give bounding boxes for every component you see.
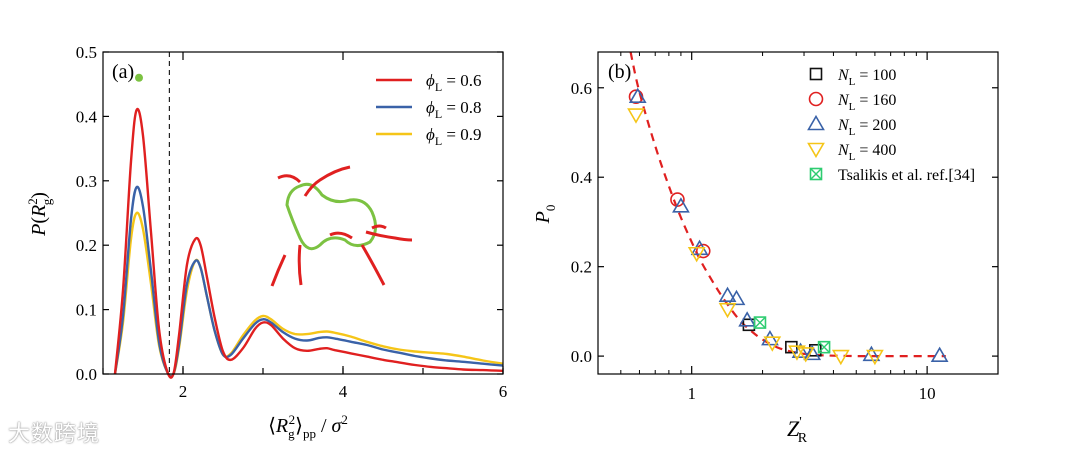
data-point-2-9 [862, 345, 881, 362]
data-point-3-5 [796, 347, 815, 363]
ytick-label-a-0: 0.0 [76, 365, 97, 384]
ytick-label-b-3: 0.6 [571, 79, 592, 98]
panel-b: 0.0 0.2 0.4 0.6 1 10 NL = 100 NL = 160 NL = 200… [532, 51, 999, 446]
panel-a: 0.00.10.20.30.40.52 4 6 ϕL = 0.6ϕL = 0.8ϕL… [25, 43, 507, 441]
legend-b-marker-3 [807, 142, 825, 159]
data-point-3-1 [687, 246, 706, 263]
data-point-3-6 [831, 349, 850, 366]
frame-a [102, 51, 504, 375]
series-layer-b [627, 52, 949, 366]
legend-b-marker-1 [808, 91, 824, 107]
xtick-label-b-0: 1 [687, 384, 696, 403]
data-point-2-1 [672, 197, 690, 213]
x-axis-label-b: Z' R [787, 415, 808, 446]
legend-b-label-2: NL = 200 [837, 117, 896, 138]
ytick-label-b-1: 0.2 [571, 258, 592, 277]
legend-b-marker-0 [809, 67, 823, 81]
data-point-1-2 [695, 243, 711, 259]
data-point-4-1 [817, 340, 831, 354]
data-point-2-7 [791, 342, 810, 358]
panel-label-b: (b) [608, 61, 631, 83]
frame-b [597, 51, 999, 375]
data-point-2-10 [930, 346, 949, 362]
ytick-label-a-1: 0.1 [76, 301, 97, 320]
ytick-label-b-2: 0.4 [571, 168, 593, 187]
ylabel-a-open: ( [28, 217, 50, 224]
xtick-label-a-1: 4 [339, 382, 348, 401]
xlabel-a-sub2: pp [303, 426, 316, 441]
xtick-label-a-2: 6 [499, 382, 508, 401]
xlabel-a-r: R [275, 415, 288, 437]
legend-b-marker-4 [809, 167, 823, 181]
ytick-label-a-3: 0.3 [76, 172, 97, 191]
data-point-3-7 [866, 349, 884, 366]
svg-text:P0: P0 [532, 205, 558, 225]
legend-b-marker-2 [807, 114, 825, 131]
legend-a-label-1: ϕL = 0.8 [426, 98, 482, 121]
xtick-label-b-1: 10 [919, 384, 936, 403]
series-line-0 [113, 107, 504, 379]
legend-b: NL = 100 NL = 160 NL = 200 NL = 400 Tsalikis… [807, 67, 975, 184]
data-point-2-0 [628, 87, 647, 104]
ytick-label-b-0: 0.0 [571, 347, 592, 366]
svg-text:Z'R: Z' R [787, 415, 808, 446]
xlabel-b-sub: R [798, 431, 808, 446]
data-point-3-0 [627, 108, 645, 124]
ytick-label-a-4: 0.4 [76, 107, 98, 126]
svg-text:P(R2g): P(R2g) [25, 192, 54, 237]
ylabel-b-sub: 0 [543, 205, 558, 212]
marker-a [135, 73, 143, 82]
legend-a-label-0: ϕL = 0.6 [426, 71, 482, 94]
data-point-2-4 [727, 289, 746, 306]
ylabel-a-close: ) [28, 192, 50, 199]
xlabel-b-z: Z [787, 416, 800, 441]
xlabel-a-sub: g [288, 426, 295, 441]
axes-b: 0.0 0.2 0.4 0.6 1 10 [571, 51, 999, 403]
xlabel-a-sup: 2 [289, 412, 296, 427]
y-axis-label-b: P0 [532, 205, 558, 225]
legend-a-label-2: ϕL = 0.9 [426, 125, 482, 148]
ylabel-b-p: P [532, 211, 554, 224]
data-point-2-8 [803, 344, 822, 361]
data-point-2-5 [738, 311, 757, 327]
xlabel-a-sup2: 2 [341, 412, 348, 427]
xlabel-b-prime: ' [799, 415, 802, 430]
legend-b-label-1: NL = 160 [837, 92, 896, 113]
xlabel-a-tail: / [316, 415, 332, 437]
ytick-label-a-5: 0.5 [76, 43, 97, 62]
xlabel-a-open: ⟨ [268, 415, 276, 437]
data-point-3-3 [763, 336, 782, 352]
legend-b-label-0: NL = 100 [837, 67, 896, 88]
ylabel-a-p: P [28, 224, 50, 237]
data-point-2-3 [718, 286, 737, 303]
series-layer-a [113, 52, 504, 379]
panel-label-a: (a) [112, 61, 134, 83]
data-point-3-2 [718, 302, 737, 319]
watermark: 大数跨境 [8, 422, 101, 447]
y-axis-label-a: P(R2g) [25, 192, 54, 237]
xlabel-a-close: ⟩ [295, 415, 303, 437]
svg-text:⟨Rg2⟩pp / σ2: ⟨Rg2⟩pp / σ2 [268, 412, 348, 441]
ytick-label-a-2: 0.2 [76, 236, 97, 255]
xlabel-a-sigma: σ [332, 415, 343, 437]
fit-curve-b [629, 52, 946, 358]
x-axis-label-a: ⟨Rg2⟩pp / σ2 [268, 412, 348, 441]
legend-a: ϕL = 0.6 ϕL = 0.8 ϕL = 0.9 [376, 71, 482, 148]
data-point-4-0 [753, 316, 767, 329]
ylabel-a-sup: 2 [25, 198, 40, 205]
ylabel-a-sub: g [39, 198, 54, 205]
series-line-1 [113, 185, 504, 378]
data-point-0-1 [785, 340, 798, 354]
polymer-inset-illustration [270, 165, 413, 287]
xtick-label-a-0: 2 [179, 382, 188, 401]
legend-b-label-4: Tsalikis et al. ref.[34] [838, 167, 975, 184]
ylabel-a-r: R [28, 205, 50, 218]
axes-a: 0.0 0.1 0.2 0.3 0.4 0.5 2 4 6 [76, 43, 508, 401]
legend-b-label-3: NL = 400 [837, 142, 896, 163]
